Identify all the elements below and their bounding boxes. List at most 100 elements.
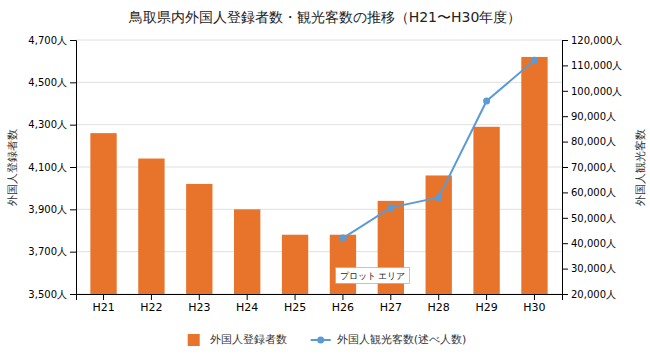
y2-tick: 20,000人 [562, 289, 616, 300]
x-tick-mark [390, 294, 391, 300]
x-tick-mark [199, 294, 200, 300]
y2-tick-label: 40,000人 [571, 238, 616, 249]
y2-tick-mark [562, 218, 568, 219]
plot: H21 H22 H23 H24 H25 H26 H27 H28 H29 H30 3,500人 3,70… [28, 35, 622, 356]
y2-tick: 30,000人 [562, 263, 616, 274]
x-tick-mark [486, 294, 487, 300]
x-tick-label: H25 [284, 301, 306, 314]
y2-tick-label: 70,000人 [571, 162, 616, 173]
marker [483, 97, 490, 104]
marker [387, 204, 394, 211]
y-tick-label: 3,500人 [28, 289, 67, 300]
grid-line [76, 82, 562, 83]
y2-tick: 110,000人 [562, 60, 622, 71]
y2-tick-mark [562, 40, 568, 41]
x-tick-label: H30 [523, 301, 545, 314]
y2-tick: 60,000人 [562, 187, 616, 198]
y2-tick-label: 90,000人 [571, 111, 616, 122]
x-tick-mark [103, 294, 104, 300]
y2-tick: 50,000人 [562, 213, 616, 224]
x-tick-mark [342, 294, 343, 300]
y-tick-mark [70, 125, 76, 126]
bar [521, 57, 547, 294]
y-tick: 4,300人 [28, 119, 76, 130]
title: 鳥取県内外国人登録者数・観光客数の推移（H21〜H30年度） [128, 9, 522, 25]
y-tick: 4,700人 [28, 35, 76, 46]
x-tick-mark [247, 294, 248, 300]
x-tick: H28 [428, 294, 450, 314]
y2-tick: 80,000人 [562, 136, 616, 147]
y-tick-mark [70, 167, 76, 168]
y2-tick: 120,000人 [562, 35, 622, 46]
bar [330, 235, 356, 294]
legend-swatch [188, 334, 200, 346]
y2-tick-mark [562, 142, 568, 143]
legend-item: 外国人登録者数 [188, 333, 287, 346]
y2-tick: 100,000人 [562, 86, 622, 97]
chart: H21 H22 H23 H24 H25 H26 H27 H28 H29 H30 3,500人 3,70… [0, 0, 650, 356]
annotation-text: プロット エリア [340, 271, 406, 281]
y-tick: 4,500人 [28, 77, 76, 88]
legend-swatch-marker [317, 337, 324, 344]
y2-tick-label: 80,000人 [571, 136, 616, 147]
line-series [339, 57, 538, 242]
grid-line [76, 124, 562, 125]
y-tick-mark [70, 294, 76, 295]
y-tick: 4,100人 [28, 162, 76, 173]
legend-label: 外国人登録者数 [210, 333, 287, 346]
y2-tick-mark [562, 269, 568, 270]
x-tick: H29 [475, 294, 497, 314]
bar-series [90, 57, 547, 294]
x-tick-mark [151, 294, 152, 300]
bar [426, 175, 452, 294]
x-tick: H23 [188, 294, 210, 314]
annotation: プロット エリア [336, 268, 410, 284]
y-axis-title: 外国人登録者数 [6, 129, 19, 206]
marks [90, 57, 547, 294]
y-tick: 3,500人 [28, 289, 76, 300]
bar [282, 235, 308, 294]
y2-tick-label: 60,000人 [571, 187, 616, 198]
x-tick: H22 [140, 294, 162, 314]
y-tick-mark [70, 209, 76, 210]
y2-tick-mark [562, 91, 568, 92]
y2-tick-mark [562, 167, 568, 168]
y-tick-label: 4,100人 [28, 162, 67, 173]
x-tick-label: H22 [140, 301, 162, 314]
y2-tick-label: 50,000人 [571, 213, 616, 224]
y2-tick-mark [562, 294, 568, 295]
y2-tick: 70,000人 [562, 162, 616, 173]
x-tick: H26 [332, 294, 354, 314]
y-tick-label: 4,300人 [28, 119, 67, 130]
bar [234, 209, 260, 294]
legend-item: 外国人観光客数(述べ人数) [311, 333, 467, 346]
y-tick-label: 3,900人 [28, 204, 67, 215]
y2-tick-label: 120,000人 [571, 35, 622, 46]
y2-axis: 20,000人 30,000人 40,000人 50,000人 60,000人 70,00… [562, 35, 622, 300]
x-tick: H30 [523, 294, 545, 314]
y-tick-mark [70, 82, 76, 83]
line [343, 60, 535, 238]
marker [435, 194, 442, 201]
y-tick-mark [70, 252, 76, 253]
y2-tick-label: 20,000人 [571, 289, 616, 300]
legend: 外国人登録者数 外国人観光客数(述べ人数) [188, 333, 467, 346]
legend-label: 外国人観光客数(述べ人数) [337, 333, 467, 346]
x-tick-mark [534, 294, 535, 300]
y-axis-line [70, 41, 77, 295]
y2-axis-line [563, 41, 569, 295]
y-tick: 3,900人 [28, 204, 76, 215]
y-tick-label: 3,700人 [28, 246, 67, 257]
y2-tick-label: 30,000人 [571, 263, 616, 274]
x-tick-label: H21 [92, 301, 114, 314]
y2-tick-mark [562, 243, 568, 244]
x-tick-label: H28 [428, 301, 450, 314]
marker [531, 57, 538, 64]
x-tick-mark [295, 294, 296, 300]
x-tick: H25 [284, 294, 306, 314]
x-tick: H27 [380, 294, 402, 314]
x-axis-line [77, 295, 563, 301]
y-tick-label: 4,700人 [28, 35, 67, 46]
x-tick-label: H24 [236, 301, 258, 314]
y-tick-label: 4,500人 [28, 77, 67, 88]
